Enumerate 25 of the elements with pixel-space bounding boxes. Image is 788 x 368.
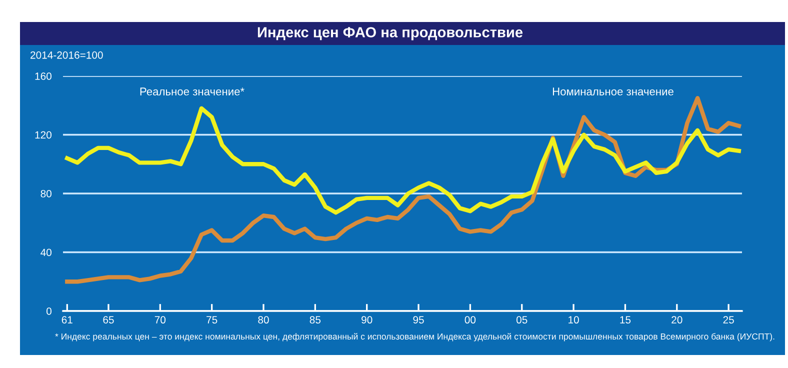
y-tick-label: 120 (35, 131, 52, 139)
y-tick-label: 80 (40, 190, 52, 198)
text: Номинальное значение (552, 88, 674, 96)
x-tick-label: 75 (206, 316, 218, 324)
y-tick-label: 40 (40, 248, 52, 256)
x-tick-label: 65 (103, 316, 114, 324)
chart-title: Индекс цен ФАО на продовольствие (258, 27, 523, 40)
x-tick-label: 25 (723, 316, 734, 324)
line-series (65, 106, 741, 215)
x-tick-label: 90 (362, 316, 372, 324)
series-label: Реальное значение* (140, 88, 244, 96)
x-tick-label: 00 (464, 316, 476, 324)
y-axis-title: 2014-2016=100 (30, 51, 103, 59)
y-tick-label: 0 (46, 308, 52, 315)
x-tick-label: 10 (568, 316, 579, 324)
x-tick-label: 70 (154, 316, 166, 324)
x-tick-label: 20 (672, 316, 682, 324)
text: * Индекс реальных цен – это индекс номинальных цен, дефлятированный с использованием Индекса удельной стоимости промышленных товаров Всемирного банка (ИУСПТ). (55, 333, 774, 342)
x-tick-label: 15 (620, 316, 631, 324)
x-tick-label: 85 (310, 316, 321, 324)
x-tick-label: 61 (62, 316, 72, 324)
x-tick-label: 05 (516, 316, 528, 324)
x-tick-label: 80 (258, 316, 269, 324)
y-tick-label: 160 (35, 72, 52, 80)
x-tick-label: 95 (413, 316, 424, 324)
